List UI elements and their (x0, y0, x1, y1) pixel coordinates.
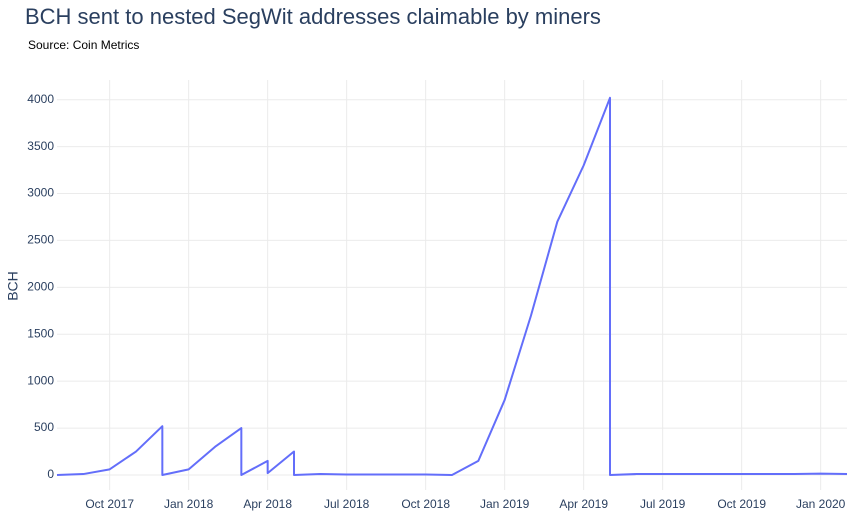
y-tick-label: 3500 (27, 139, 54, 153)
chart-subtitle: Source: Coin Metrics (28, 38, 139, 52)
y-tick-label: 2500 (27, 233, 54, 247)
chart-title: BCH sent to nested SegWit addresses clai… (25, 4, 601, 29)
x-tick-label: Apr 2018 (243, 497, 292, 511)
y-tick-label: 1500 (27, 326, 54, 340)
x-tick-label: Oct 2017 (85, 497, 134, 511)
x-tick-label: Jan 2020 (796, 497, 846, 511)
y-tick-label: 500 (34, 420, 54, 434)
x-tick-label: Jan 2018 (164, 497, 214, 511)
y-tick-label: 0 (47, 467, 54, 481)
x-tick-label: Jul 2018 (324, 497, 370, 511)
x-tick-label: Jan 2019 (480, 497, 530, 511)
y-axis-label: BCH (5, 271, 21, 301)
y-tick-label: 2000 (27, 280, 54, 294)
y-tick-label: 3000 (27, 186, 54, 200)
x-tick-label: Oct 2019 (717, 497, 766, 511)
y-tick-label: 1000 (27, 373, 54, 387)
y-tick-label: 4000 (27, 92, 54, 106)
x-tick-label: Oct 2018 (401, 497, 450, 511)
x-tick-label: Jul 2019 (640, 497, 686, 511)
x-tick-label: Apr 2019 (559, 497, 608, 511)
data-line (56, 96, 848, 476)
